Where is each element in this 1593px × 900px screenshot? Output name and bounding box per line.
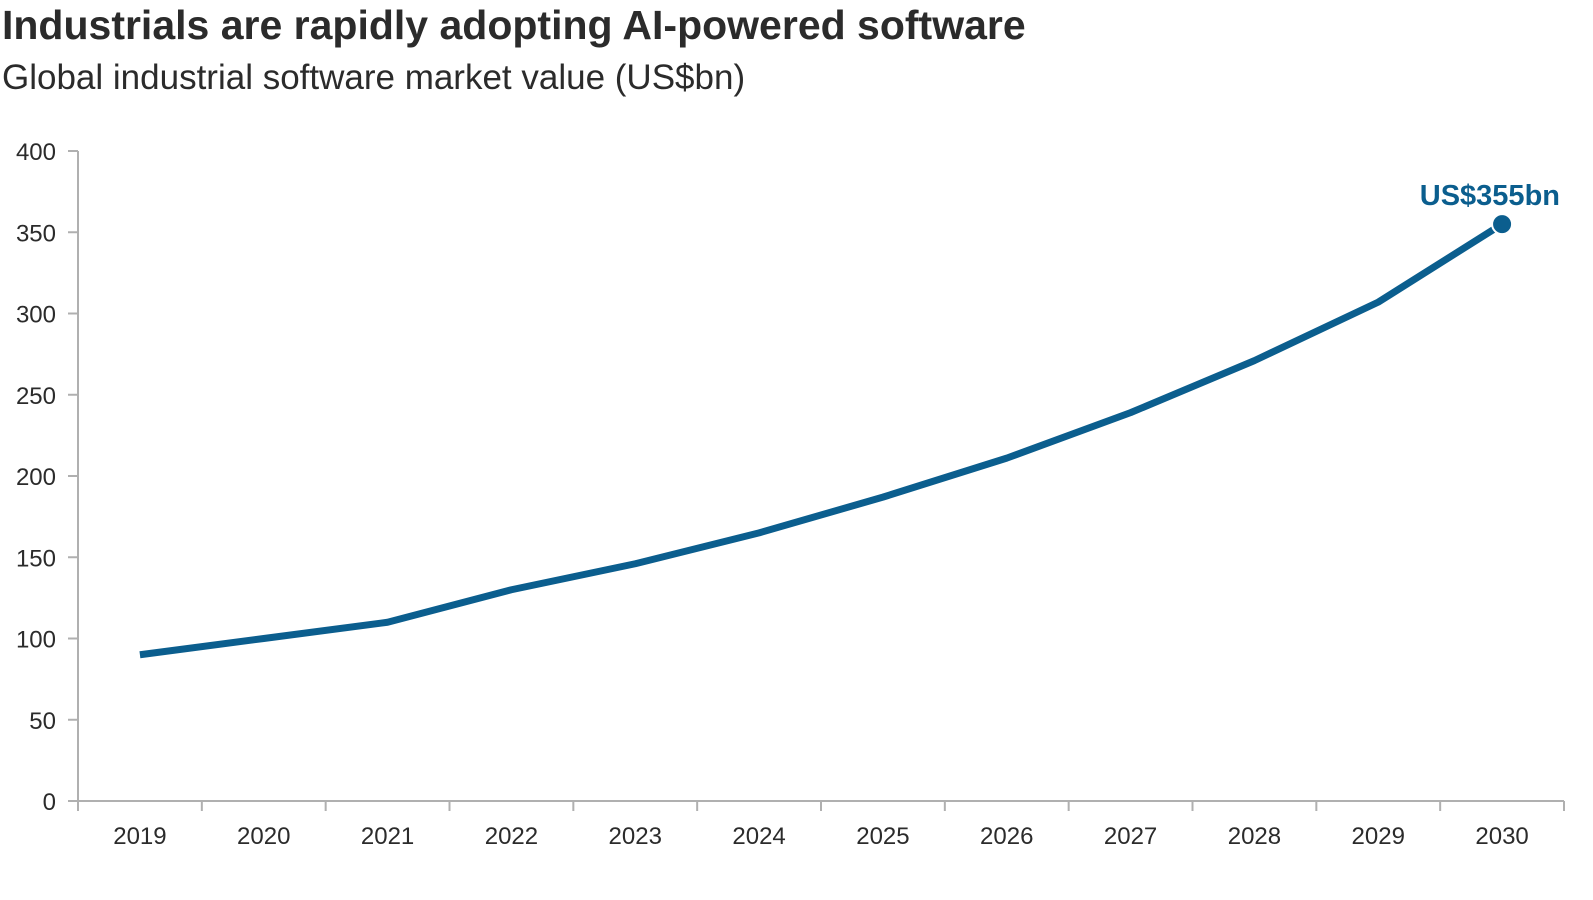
x-tick-label: 2019 [113,823,166,850]
annotation-marker [1491,213,1514,236]
series-line [139,221,1504,659]
x-tick-label: 2021 [361,823,414,850]
y-tick-label: 0 [43,789,56,816]
y-tick-label: 200 [16,464,56,491]
y-tick-label: 150 [16,545,56,572]
y-tick-label: 350 [16,220,56,247]
x-axis: 2019 2020 2021 2022 2023 2024 2025 2026 2027 2028… [77,800,1565,850]
x-tick-label: 2020 [237,823,290,850]
x-tick-label: 2026 [980,823,1033,850]
y-tick-label: 300 [16,302,56,329]
annotation: US$355bn [1420,180,1560,236]
chart-title: Industrials are rapidly adopting AI-powe… [2,2,1026,48]
y-tick-label: 400 [16,139,56,166]
x-tick-label: 2025 [856,823,909,850]
x-tick-label: 2024 [732,823,785,850]
x-tick-label: 2027 [1104,823,1157,850]
x-tick-label: 2030 [1475,823,1528,850]
annotation-label: US$355bn [1420,180,1560,212]
y-axis: 0 50 100 150 200 250 300 350 400 [16,139,79,816]
series-group [139,221,1504,659]
chart-subtitle: Global industrial software market value … [2,58,746,97]
y-tick-label: 250 [16,383,56,410]
x-tick-label: 2022 [485,823,538,850]
x-tick-label: 2023 [609,823,662,850]
y-tick-label: 100 [16,627,56,654]
x-tick-label: 2028 [1228,823,1281,850]
y-tick-label: 50 [29,708,56,735]
x-tick-label: 2029 [1352,823,1405,850]
